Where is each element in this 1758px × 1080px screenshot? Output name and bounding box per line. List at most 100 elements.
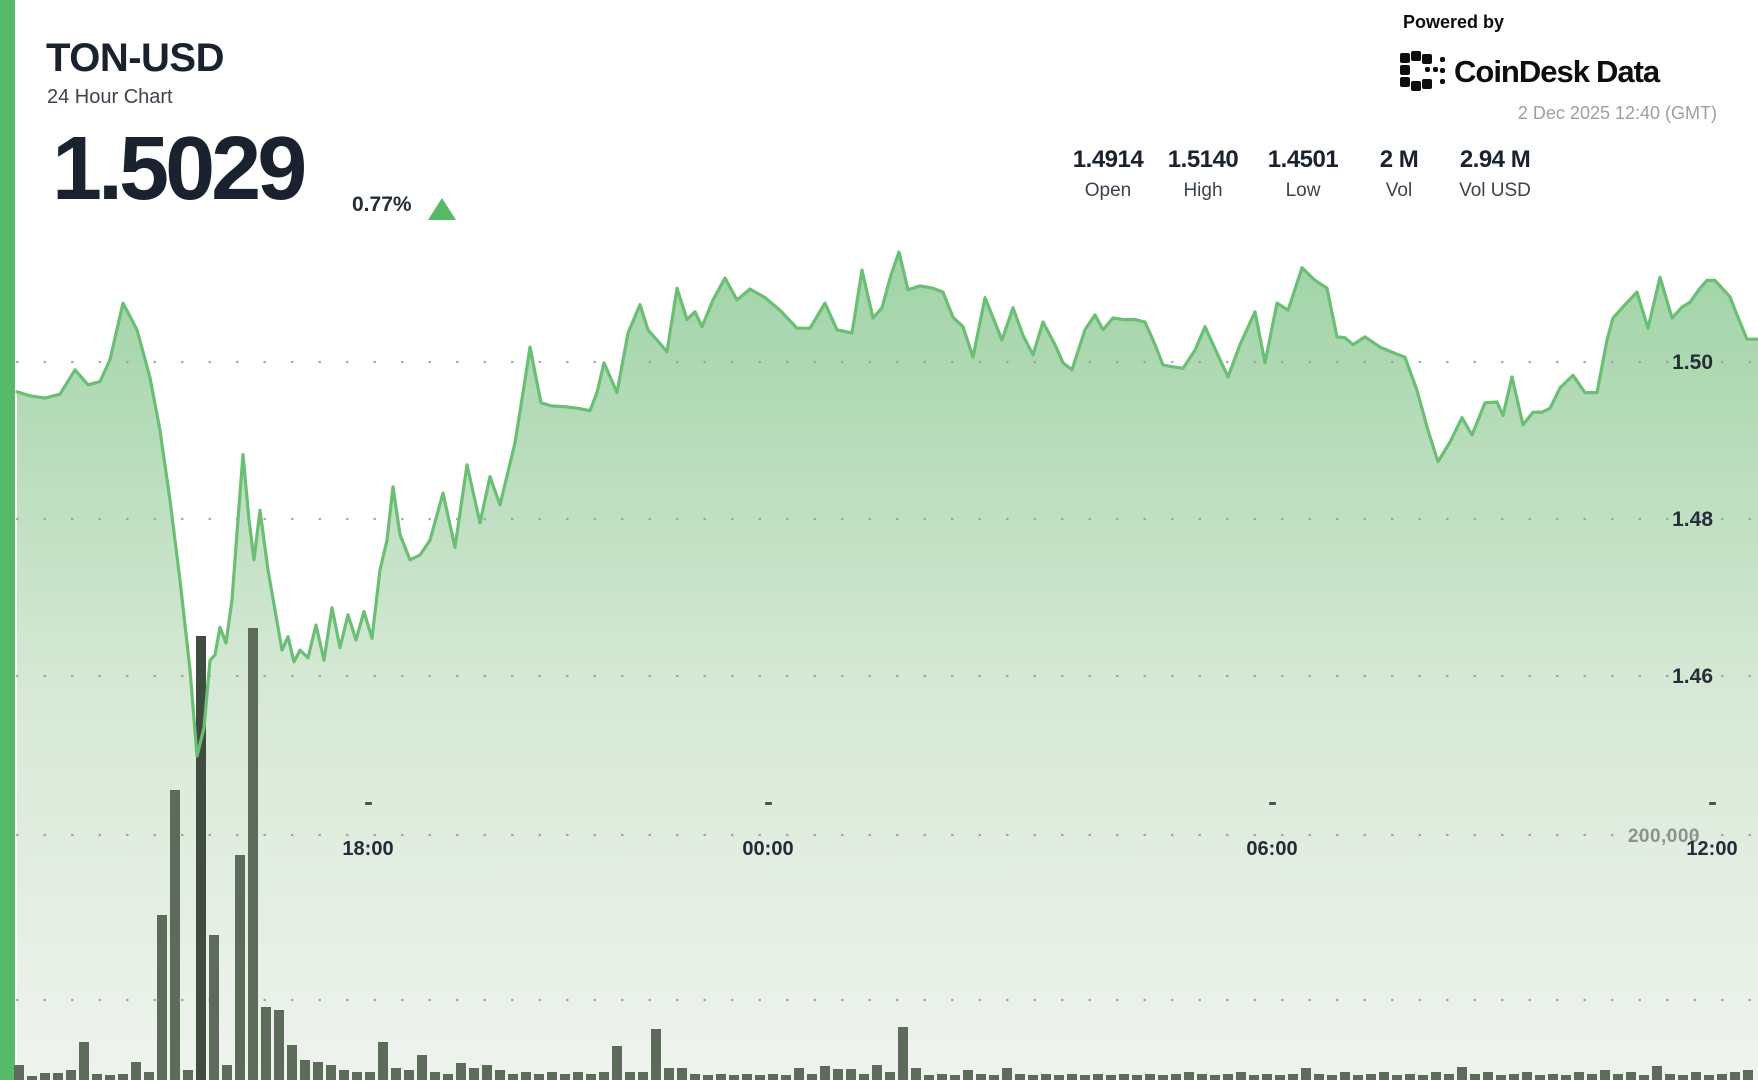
stat-vol-usd-value: 2.94 M [1459, 146, 1531, 173]
volume-bar [183, 1070, 193, 1080]
volume-bar [443, 1074, 453, 1080]
price-line [15, 250, 1758, 758]
stat-vol: 2 M Vol [1344, 146, 1454, 202]
volume-bar [1054, 1075, 1064, 1080]
chart-timestamp: 2 Dec 2025 12:40 (GMT) [1517, 103, 1717, 123]
volume-bar [1743, 1070, 1753, 1080]
stat-vol-value: 2 M [1379, 146, 1419, 173]
volume-bar [1522, 1072, 1532, 1080]
stat-vol-usd-label: Vol USD [1459, 180, 1531, 201]
volume-bar [638, 1072, 648, 1080]
stat-vol-label: Vol [1385, 180, 1413, 201]
volume-bar [1392, 1075, 1402, 1080]
volume-bar [1704, 1075, 1714, 1080]
volume-bar [1119, 1074, 1129, 1080]
volume-bar [1574, 1072, 1584, 1080]
volume-bar [1028, 1075, 1038, 1080]
volume-bar [1301, 1068, 1311, 1080]
volume-bar [1457, 1067, 1467, 1080]
volume-bar [1431, 1072, 1441, 1080]
volume-bar [1106, 1075, 1116, 1080]
volume-bar [937, 1074, 947, 1080]
volume-bar [1262, 1074, 1272, 1080]
volume-bar [261, 1007, 271, 1080]
volume-bar [40, 1073, 50, 1080]
stat-open-label: Open [1084, 180, 1132, 201]
volume-bar [768, 1074, 778, 1080]
volume-bar [235, 855, 245, 1080]
volume-bar [612, 1046, 622, 1080]
volume-bar [508, 1074, 518, 1080]
x-axis-label: 00:00 [742, 838, 794, 860]
volume-bar [300, 1060, 310, 1080]
x-axis-tick [1709, 802, 1716, 805]
chart-subtitle: 24 Hour Chart [47, 86, 173, 108]
volume-bar [729, 1075, 739, 1080]
coindesk-data-wordmark: CoinDesk Data [1454, 54, 1660, 89]
current-price: 1.5029 [52, 119, 307, 219]
volume-bar [352, 1072, 362, 1080]
volume-bar [391, 1068, 401, 1080]
volume-bar [1080, 1075, 1090, 1080]
stat-high: 1.5140 High [1148, 146, 1258, 202]
volume-bar [79, 1042, 89, 1080]
page-title: TON-USD [46, 36, 224, 80]
change-percent: 0.77% [352, 193, 412, 216]
volume-bar [794, 1068, 804, 1080]
volume-bar [1327, 1075, 1337, 1080]
volume-bar [1002, 1068, 1012, 1080]
y-axis-label-148: 1.48 [1672, 508, 1713, 531]
volume-bar [1418, 1075, 1428, 1080]
up-arrow-icon [428, 198, 456, 220]
volume-bar [1275, 1075, 1285, 1080]
volume-bar [66, 1070, 76, 1080]
volume-bar [144, 1072, 154, 1080]
volume-bar [1132, 1075, 1142, 1080]
left-accent-bar [0, 0, 15, 1080]
volume-bar [1236, 1072, 1246, 1080]
volume-bar [1561, 1075, 1571, 1080]
volume-bar [664, 1068, 674, 1080]
volume-bar [1483, 1072, 1493, 1080]
volume-bar [482, 1065, 492, 1080]
y-axis-label-146: 1.46 [1672, 665, 1713, 688]
volume-bar [1535, 1075, 1545, 1080]
volume-bar [1613, 1074, 1623, 1080]
volume-bar [1223, 1074, 1233, 1080]
stat-high-label: High [1183, 180, 1223, 201]
x-axis-tick [1269, 802, 1276, 805]
volume-bar [1652, 1066, 1662, 1080]
volume-bar [1041, 1074, 1051, 1080]
coindesk-data-logo[interactable]: CoinDesk Data [1400, 50, 1660, 94]
volume-bar [820, 1066, 830, 1080]
volume-bar [1067, 1074, 1077, 1080]
y-axis-label-150: 1.50 [1672, 351, 1713, 374]
volume-bar [599, 1072, 609, 1080]
volume-bar [248, 628, 258, 1080]
volume-bar [157, 915, 167, 1080]
volume-bar [1626, 1072, 1636, 1080]
x-axis-label: 12:00 [1686, 838, 1738, 860]
volume-bar [1405, 1074, 1415, 1080]
volume-bar [1379, 1072, 1389, 1080]
volume-bar [1197, 1074, 1207, 1080]
volume-bar [1665, 1074, 1675, 1080]
volume-bar [885, 1072, 895, 1080]
volume-bar [1548, 1074, 1558, 1080]
volume-bar [430, 1072, 440, 1080]
volume-bar [27, 1076, 37, 1080]
volume-bar [1171, 1074, 1181, 1080]
stat-low-label: Low [1285, 180, 1321, 201]
volume-bar [872, 1065, 882, 1080]
volume-bar [313, 1062, 323, 1080]
volume-bar [677, 1068, 687, 1080]
x-axis-tick [365, 802, 372, 805]
volume-bar [105, 1075, 115, 1080]
volume-bar [1730, 1072, 1740, 1080]
stat-open-value: 1.4914 [1072, 146, 1144, 173]
volume-bar [14, 1065, 24, 1080]
volume-bar [924, 1075, 934, 1080]
